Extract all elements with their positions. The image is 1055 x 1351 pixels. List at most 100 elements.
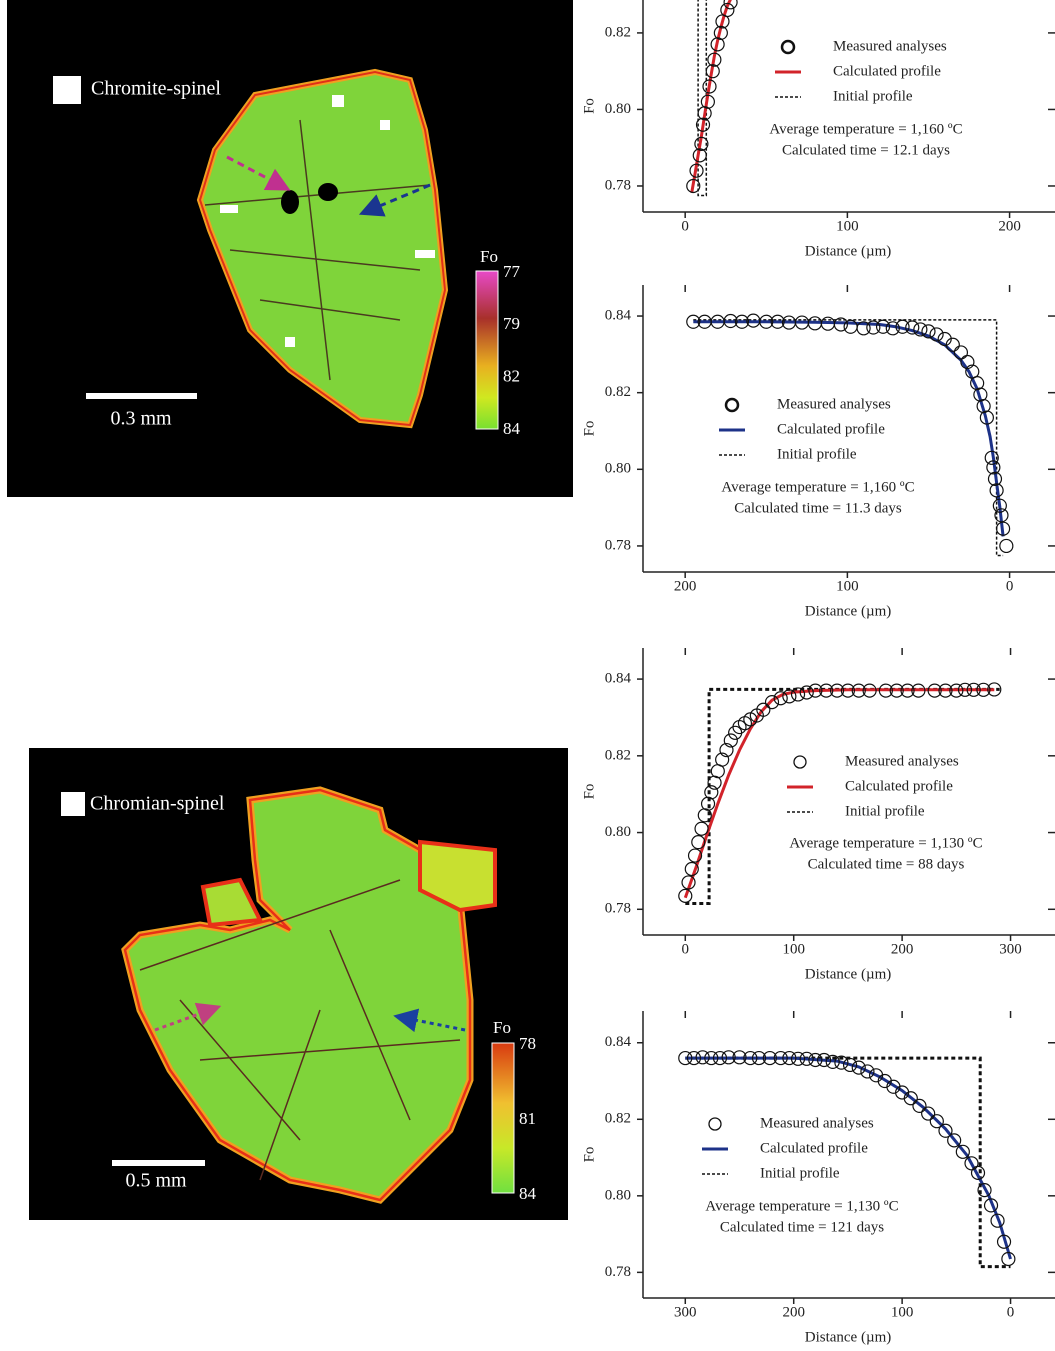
data-point: [782, 1050, 797, 1066]
data-point: [759, 314, 774, 329]
data-point: [862, 683, 877, 698]
x-tick-label: 300: [999, 941, 1022, 957]
data-point: [704, 785, 719, 800]
data-point: [762, 1050, 777, 1066]
legend-label: Calculated profile: [845, 778, 953, 794]
data-point: [990, 1213, 1005, 1228]
x-tick-label: 100: [836, 578, 859, 594]
x-tick-label: 100: [782, 941, 805, 957]
x-tick-label: 0: [1006, 578, 1014, 594]
data-point: [903, 1091, 918, 1106]
x-tick-label: 100: [836, 218, 859, 234]
data-point: [927, 683, 942, 698]
annotation: Average temperature = 1,160 ºC: [769, 121, 962, 137]
data-point: [704, 1050, 719, 1066]
data-point: [970, 1165, 986, 1180]
data-point: [979, 410, 994, 425]
data-point: [987, 471, 1003, 486]
data-point: [996, 1234, 1012, 1249]
colorbar-title: Fo: [493, 1018, 511, 1037]
data-point: [713, 25, 728, 41]
y-axis-label: Fo: [581, 98, 597, 114]
initial-line: [697, 0, 708, 197]
data-point: [790, 687, 806, 702]
map-label: Chromian-spinel: [90, 793, 225, 815]
y-tick-label: 0.82: [605, 1111, 631, 1127]
data-point: [829, 683, 845, 698]
x-tick-label: 0: [681, 218, 689, 234]
legend-marker: [724, 397, 740, 413]
legend-label: Measured analyses: [760, 1115, 874, 1131]
plot-area: [678, 1050, 1016, 1269]
legend-marker: [708, 1117, 722, 1131]
scale-bar-label: 0.5 mm: [125, 1170, 187, 1192]
data-point: [702, 79, 717, 94]
data-point: [773, 691, 788, 706]
data-point: [799, 1051, 814, 1066]
data-point: [953, 345, 969, 360]
data-point: [695, 117, 711, 132]
data-point: [734, 314, 750, 329]
data-point: [889, 683, 904, 698]
data-point: [977, 1182, 992, 1198]
data-point: [825, 1054, 840, 1069]
data-point: [732, 1050, 747, 1065]
data-point: [851, 683, 866, 698]
data-point: [929, 1114, 944, 1129]
data-point: [921, 1106, 936, 1121]
map-1: Chromite-spinel 0.3 mm Fo: [7, 0, 573, 497]
y-axis-label: Fo: [581, 784, 597, 800]
annotation: Calculated time = 12.1 days: [782, 142, 950, 158]
data-point: [678, 1050, 693, 1066]
data-point: [947, 1133, 962, 1148]
annotation: Calculated time = 88 days: [808, 856, 965, 872]
data-point: [976, 682, 991, 697]
legend-label: Measured analyses: [777, 396, 891, 412]
data-point: [840, 683, 856, 698]
y-tick-label: 0.78: [605, 537, 631, 553]
data-point: [723, 313, 738, 329]
colorbar-tick-label: 84: [519, 1184, 537, 1203]
y-tick-label: 0.80: [605, 461, 631, 477]
profile-line: [693, 320, 1005, 537]
data-point: [719, 742, 734, 758]
data-point: [721, 1050, 736, 1065]
data-point: [995, 521, 1011, 536]
data-point: [955, 1144, 970, 1159]
data-point: [695, 1050, 710, 1065]
initial-line: [685, 1056, 1011, 1269]
data-point: [705, 64, 720, 79]
y-tick-label: 0.82: [605, 384, 631, 400]
y-axis-label: Fo: [581, 1147, 597, 1163]
data-point: [686, 314, 701, 329]
legend-label: Calculated profile: [760, 1140, 868, 1156]
annotation: Calculated time = 121 days: [720, 1219, 884, 1235]
data-point: [686, 178, 701, 194]
data-point: [938, 683, 953, 698]
data-point: [678, 888, 693, 903]
data-point: [723, 0, 738, 10]
data-point: [728, 725, 743, 740]
annotation: Average temperature = 1,160 ºC: [721, 479, 914, 495]
data-point: [885, 321, 900, 336]
colorbar-tick-label: 82: [503, 367, 520, 386]
data-point: [878, 683, 893, 698]
x-axis-label: Distance (µm): [805, 966, 892, 982]
legend-label: Measured analyses: [845, 753, 959, 769]
data-point: [905, 320, 920, 335]
y-tick-label: 0.78: [605, 1264, 631, 1280]
data-point: [743, 1050, 758, 1066]
annotation: Calculated time = 11.3 days: [734, 500, 902, 516]
profile-line: [685, 1056, 1012, 1260]
data-point: [689, 163, 704, 178]
legend-label: Initial profile: [845, 803, 925, 819]
data-point: [911, 683, 926, 698]
data-point: [938, 1123, 953, 1138]
colorbar-tick-label: 77: [503, 262, 521, 281]
y-tick-label: 0.84: [605, 307, 632, 323]
x-axis-label: Distance (µm): [805, 243, 892, 259]
y-tick-label: 0.84: [605, 671, 632, 687]
data-point: [712, 1050, 728, 1066]
data-point: [751, 1050, 767, 1066]
